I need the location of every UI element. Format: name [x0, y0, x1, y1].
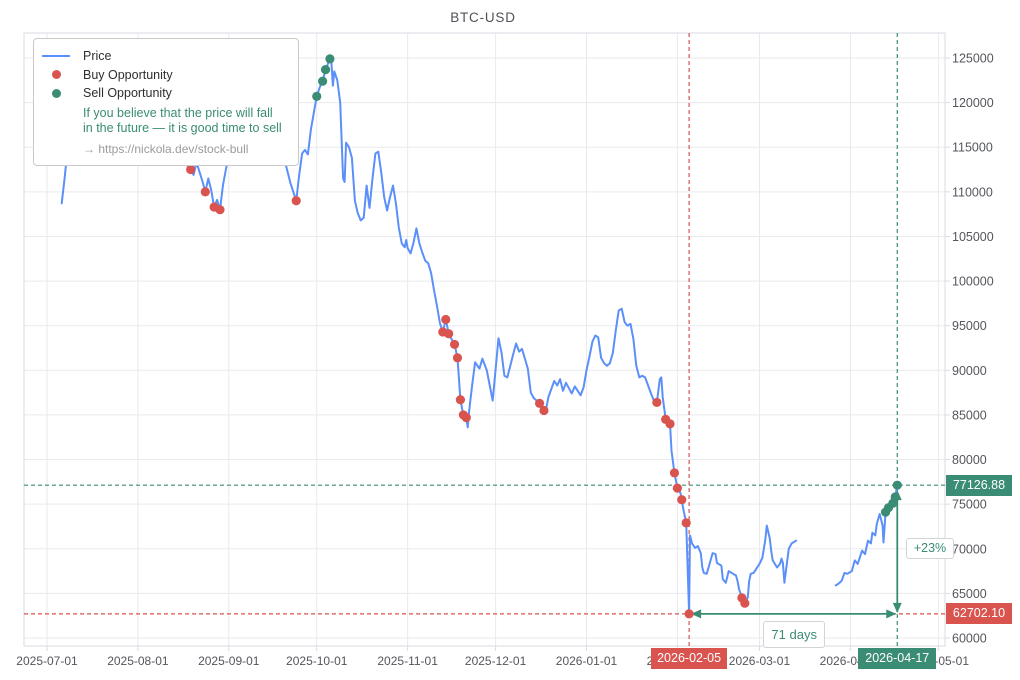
duration-arrowhead-right [886, 609, 897, 619]
buy-point [449, 339, 460, 350]
x-axis-tick-label: 2025-12-01 [465, 654, 527, 668]
plot-border [23, 32, 946, 647]
buy-point [652, 397, 662, 408]
y-axis-tick-label: 125000 [952, 52, 994, 66]
x-axis-tick-label: 2025-11-01 [377, 654, 438, 668]
price-line [834, 484, 899, 587]
buy-point [452, 353, 463, 363]
chart-legend: Price Buy Opportunity Sell Opportunity I… [33, 38, 299, 166]
buy-point [684, 609, 694, 619]
buy-point [291, 196, 301, 206]
buy-point [441, 314, 451, 325]
chart-title: BTC-USD [450, 10, 516, 25]
buy-point [672, 483, 682, 493]
legend-price-label: Price [83, 49, 112, 64]
legend-buy-label: Buy Opportunity [83, 67, 173, 82]
buy-point [681, 518, 691, 528]
duration-label: 71 days [763, 621, 826, 648]
y-axis-tick-label: 115000 [952, 141, 993, 155]
buy-point [455, 395, 466, 405]
sell-advice-line2: in the future — it is good time to sell [83, 121, 282, 135]
legend-item-sell-opportunity[interactable]: Sell Opportunity [42, 84, 288, 103]
y-axis-tick-label: 80000 [952, 453, 987, 467]
buy-date-badge: 2026-02-05 [651, 648, 728, 669]
y-axis-tick-label: 100000 [952, 275, 994, 289]
y-axis-tick-label: 75000 [952, 498, 987, 512]
sell-price-badge: 77126.88 [946, 474, 1012, 496]
sell-point [325, 54, 335, 64]
x-axis-tick-label: 2025-09-01 [198, 654, 260, 668]
sell-point [892, 480, 902, 490]
y-axis-tick-label: 60000 [952, 632, 987, 646]
sell-point [890, 492, 900, 502]
sell-advice-text: If you believe that the price will fall … [83, 106, 288, 137]
change-percent-label: +23% [906, 538, 954, 559]
sell-advice-line1: If you believe that the price will fall [83, 105, 273, 120]
buy-point [665, 419, 675, 429]
buy-point [200, 187, 210, 197]
x-axis-tick-label: 2025-08-01 [107, 654, 169, 668]
buy-point [534, 398, 545, 408]
x-axis-tick-label: 2026-03-01 [729, 654, 791, 668]
legend-sell-label: Sell Opportunity [83, 86, 172, 101]
legend-item-price[interactable]: Price [42, 47, 288, 66]
buy-point [669, 468, 680, 478]
y-axis-tick-label: 120000 [952, 96, 994, 110]
y-axis-tick-label: 90000 [952, 364, 987, 378]
buy-point [215, 205, 225, 215]
y-axis-tick-label: 65000 [952, 587, 987, 601]
buy-point [186, 164, 196, 175]
sell-dot-icon [42, 88, 70, 98]
buy-point [677, 495, 687, 505]
buy-dot-icon [42, 70, 70, 80]
legend-item-buy-opportunity[interactable]: Buy Opportunity [42, 66, 288, 85]
x-axis-tick-label: 2026-01-01 [556, 654, 618, 668]
x-axis-tick-label: 2025-10-01 [286, 654, 348, 668]
buy-point [444, 329, 454, 339]
y-axis-tick-label: 110000 [952, 185, 993, 199]
sell-point [320, 65, 331, 75]
buy-point [539, 405, 549, 416]
change-arrowhead-bottom [892, 602, 902, 613]
sell-point [312, 91, 322, 101]
duration-arrowhead-left [691, 609, 702, 619]
y-axis-tick-label: 105000 [952, 230, 994, 244]
x-axis-tick-label: 2025-07-01 [16, 654, 78, 668]
stock-bull-link[interactable]: → https://nickola.dev/stock-bull [83, 141, 249, 156]
y-axis-tick-label: 95000 [952, 319, 987, 333]
buy-point [461, 413, 471, 423]
buy-price-badge: 62702.10 [946, 603, 1012, 625]
y-axis-tick-label: 85000 [952, 408, 987, 422]
sell-date-badge: 2026-04-17 [858, 648, 937, 669]
buy-point [740, 598, 750, 608]
sell-point [318, 76, 328, 86]
y-axis-tick-label: 70000 [952, 542, 987, 556]
price-line-icon [42, 55, 70, 58]
